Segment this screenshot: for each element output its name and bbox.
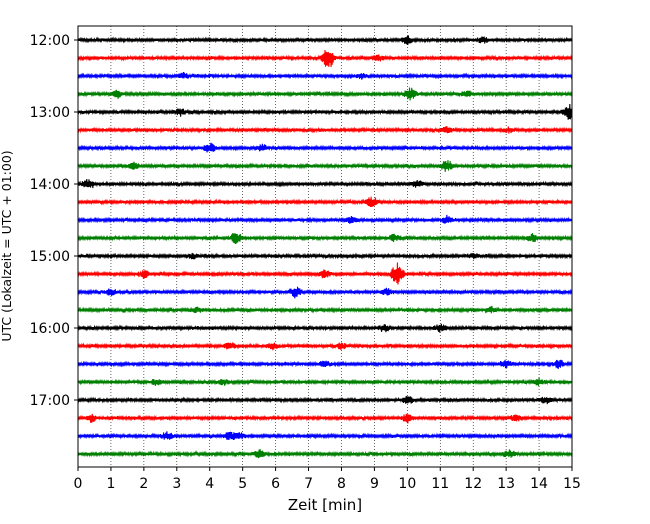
y-axis-ticks: 12:00 13:00 14:00 15:00 16:00 17:00 [30, 33, 78, 409]
y-tick-label: 14:00 [30, 177, 70, 193]
trace-1630 [77, 359, 573, 369]
y-tick-label: 15:00 [30, 249, 70, 265]
x-tick-label: 4 [205, 476, 214, 492]
x-tick-label: 13 [497, 476, 515, 492]
trace-1315 [77, 126, 573, 134]
y-tick-label: 16:00 [30, 321, 70, 337]
trace-1415 [77, 196, 573, 208]
trace-1545 [77, 305, 573, 314]
trace-1615 [77, 342, 573, 351]
trace-1445 [77, 232, 573, 245]
trace-1730 [77, 431, 573, 440]
x-tick-label: 11 [431, 476, 449, 492]
trace-1330 [77, 142, 573, 153]
x-axis-ticks: 0 1 2 3 4 5 6 7 8 9 10 11 12 13 14 15 [74, 467, 581, 492]
plot-background [78, 26, 572, 467]
y-tick-label: 13:00 [30, 105, 70, 121]
trace-1300 [77, 104, 573, 120]
x-tick-label: 7 [304, 476, 313, 492]
x-tick-label: 3 [172, 476, 181, 492]
x-tick-label: 1 [106, 476, 115, 492]
trace-1345 [77, 160, 573, 172]
x-tick-label: 15 [563, 476, 581, 492]
y-tick-label: 12:00 [30, 33, 70, 49]
trace-1700 [77, 395, 573, 405]
plot-frame [77, 25, 573, 468]
trace-1200 [77, 35, 573, 45]
trace-1245 [77, 87, 573, 101]
trace-1715 [77, 413, 573, 424]
trace-1515 [77, 262, 573, 285]
trace-1645 [77, 377, 573, 387]
x-axis-label: Zeit [min] [288, 496, 362, 514]
x-tick-label: 6 [271, 476, 280, 492]
seismic-traces [77, 35, 573, 459]
trace-1230 [77, 71, 573, 80]
x-tick-label: 2 [139, 476, 148, 492]
y-tick-label: 17:00 [30, 393, 70, 409]
trace-1745 [77, 449, 573, 459]
trace-1530 [77, 286, 573, 299]
x-tick-label: 8 [337, 476, 346, 492]
x-tick-label: 0 [74, 476, 83, 492]
trace-1600 [77, 323, 573, 333]
x-tick-label: 12 [464, 476, 482, 492]
x-tick-label: 9 [370, 476, 379, 492]
trace-1400 [77, 179, 573, 189]
trace-1500 [77, 252, 573, 260]
y-axis-label: UTC (Lokalzeit = UTC + 01:00) [0, 150, 14, 341]
x-tick-label: 14 [530, 476, 548, 492]
trace-1430 [77, 214, 573, 224]
x-tick-label: 5 [238, 476, 247, 492]
trace-1215 [77, 50, 573, 67]
x-tick-label: 10 [398, 476, 416, 492]
